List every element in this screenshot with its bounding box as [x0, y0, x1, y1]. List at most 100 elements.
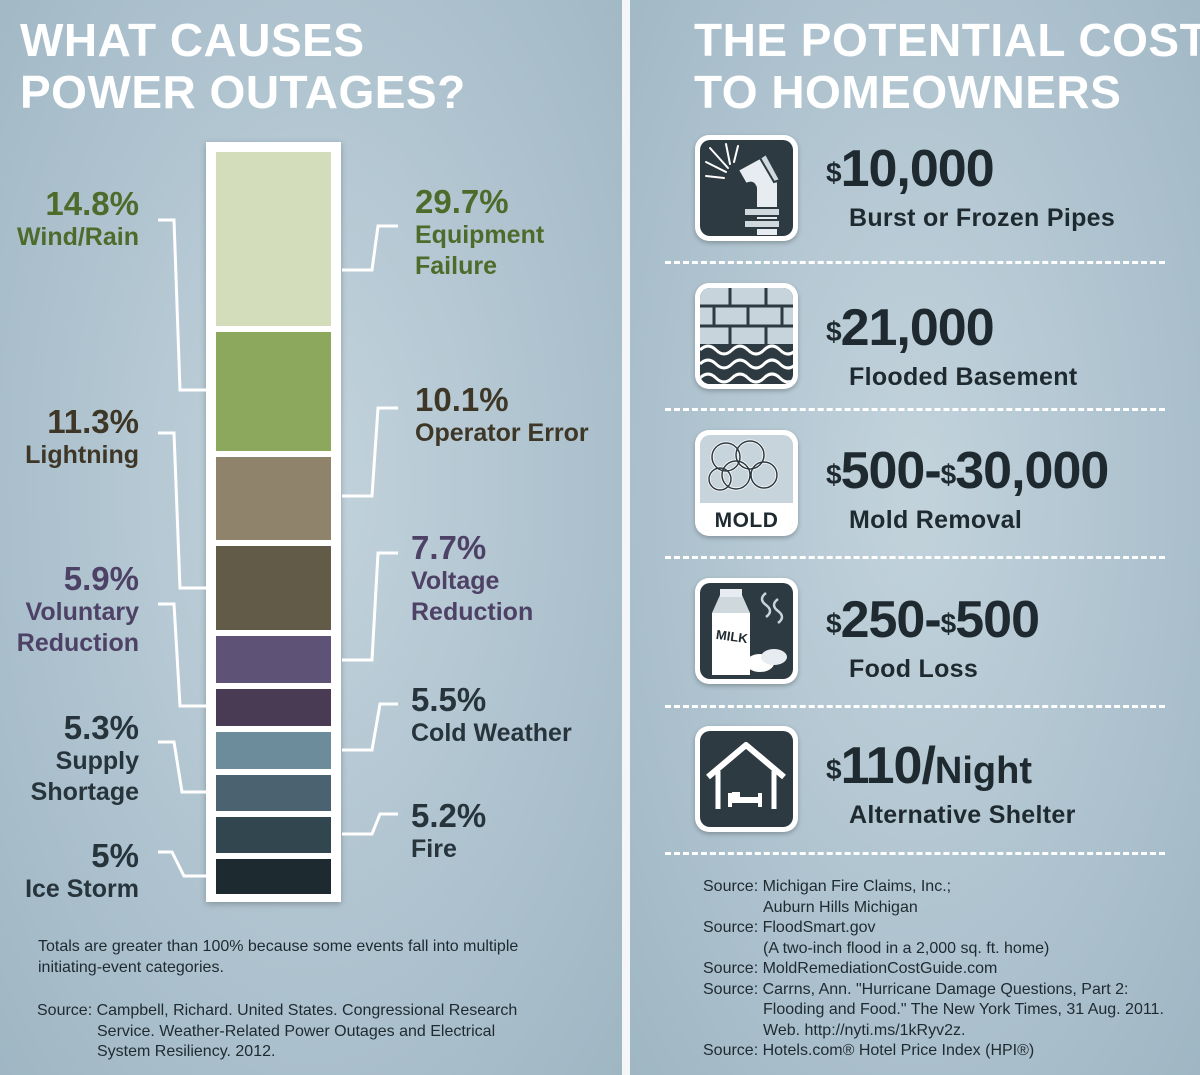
segment-lightning — [216, 546, 331, 630]
cost-separator — [665, 852, 1165, 855]
cause-pct: 5.9% — [63, 560, 139, 597]
cause-name: Operator Error — [415, 419, 589, 447]
cost-desc-basement: Flooded Basement — [849, 363, 1078, 391]
range-separator: - — [924, 591, 941, 649]
cost-desc-pipes: Burst or Frozen Pipes — [849, 204, 1116, 232]
cause-name: Voluntary — [25, 598, 139, 626]
segment-equipment-failure — [216, 152, 331, 326]
source-line: Source: Carrns, Ann. "Hurricane Damage Q… — [703, 980, 1129, 998]
segment-wind-rain — [216, 332, 331, 451]
source-line: Source: Michigan Fire Claims, Inc.; — [703, 878, 952, 895]
cause-name-2: Failure — [415, 252, 497, 280]
cause-pct: 11.3% — [47, 403, 139, 440]
dollar-sign: $ — [826, 754, 842, 785]
source-line: Source: MoldRemediationCostGuide.com — [703, 960, 998, 977]
burst-pipe-icon — [695, 135, 798, 241]
cause-name: Cold Weather — [411, 719, 572, 747]
amount-value: 21,000 — [840, 299, 995, 357]
segment-supply-shortage — [216, 775, 331, 811]
source-line: Source: FloodSmart.gov — [703, 919, 876, 936]
amount-unit: Night — [934, 750, 1032, 792]
cause-name: Lightning — [25, 441, 139, 469]
cost-amount-pipes: $10,000 — [826, 141, 995, 197]
homeowner-cost-title: THE POTENTIAL COST TO HOMEOWNERS — [694, 14, 1200, 118]
range-separator: - — [924, 442, 941, 500]
cause-name: Ice Storm — [25, 875, 139, 903]
amount-low: 500 — [840, 442, 926, 500]
source-line-1: Source: Campbell, Richard. United States… — [37, 1002, 518, 1019]
cause-name: Equipment — [415, 221, 545, 249]
source-line-3: System Resiliency. 2012. — [97, 1043, 276, 1060]
cause-name: Wind/Rain — [17, 223, 139, 251]
cause-pct: 29.7% — [415, 183, 509, 220]
mold-icon-label: MOLD — [714, 509, 779, 531]
source-line-2: Service. Weather-Related Power Outages a… — [97, 1022, 496, 1040]
cause-pct: 10.1% — [415, 381, 509, 418]
source-line: Flooding and Food." The New York Times, … — [763, 1001, 1164, 1018]
cause-label-operator-error: 10.1% Operator Error — [415, 382, 615, 449]
amount-high: 30,000 — [955, 442, 1109, 500]
cause-name-2: Shortage — [30, 778, 139, 806]
shelter-icon — [695, 726, 798, 832]
flooded-basement-icon — [695, 283, 798, 389]
cost-separator — [665, 408, 1165, 411]
causes-stacked-bar — [206, 142, 341, 902]
cause-pct: 5% — [91, 837, 139, 874]
panel-divider — [622, 0, 630, 1075]
cost-separator — [665, 556, 1165, 559]
segment-cold-weather — [216, 732, 331, 769]
cause-name: Voltage — [411, 567, 500, 595]
amount-low: 250 — [840, 591, 926, 649]
mold-icon: MOLD — [695, 430, 798, 536]
cost-desc-shelter: Alternative Shelter — [849, 801, 1076, 829]
cost-amount-basement: $21,000 — [826, 299, 995, 357]
dollar-sign: $ — [826, 316, 842, 347]
cause-label-lightning: 11.3% Lightning — [0, 404, 139, 471]
dollar-sign: $ — [826, 608, 842, 639]
cause-label-wind-rain: 14.8% Wind/Rain — [0, 186, 139, 253]
cause-name-2: Reduction — [411, 598, 534, 626]
source-line: (A two-inch flood in a 2,000 sq. ft. hom… — [763, 939, 1050, 957]
milk-carton-icon: MILK — [695, 578, 798, 684]
cause-name: Fire — [411, 835, 457, 863]
amount-value: 110/ — [840, 737, 936, 795]
cause-name: Supply — [55, 747, 139, 775]
title-line-2: TO HOMEOWNERS — [694, 66, 1122, 118]
title-line-1: WHAT CAUSES — [20, 14, 365, 66]
cause-pct: 5.2% — [411, 797, 487, 834]
segment-ice-storm — [216, 859, 331, 894]
cause-label-supply-shortage: 5.3% Supply Shortage — [0, 710, 139, 808]
amount-high: 500 — [955, 591, 1040, 649]
dollar-sign: $ — [826, 157, 842, 188]
cost-amount-mold: $500-$30,000 — [826, 442, 1109, 500]
cause-label-voluntary-reduction: 5.9% Voluntary Reduction — [0, 561, 139, 659]
cause-label-voltage-reduction: 7.7% Voltage Reduction — [411, 530, 611, 628]
outage-causes-title: WHAT CAUSES POWER OUTAGES? — [20, 14, 466, 118]
dollar-sign-b: $ — [940, 608, 957, 639]
cause-pct: 14.8% — [45, 185, 139, 222]
cause-name-2: Reduction — [16, 629, 139, 657]
cost-desc-mold: Mold Removal — [849, 506, 1023, 534]
segment-fire — [216, 817, 331, 853]
footnote-line-1: Totals are greater than 100% because som… — [38, 938, 519, 955]
footnote-line-2: initiating-event categories. — [38, 959, 224, 976]
cost-amount-food: $250-$500 — [826, 591, 1040, 649]
cause-label-equipment-failure: 29.7% Equipment Failure — [415, 184, 615, 282]
cause-label-cold-weather: 5.5% Cold Weather — [411, 682, 611, 749]
totals-footnote: Totals are greater than 100% because som… — [38, 936, 518, 978]
title-line-1: THE POTENTIAL COST — [694, 14, 1200, 66]
cost-amount-shelter: $110/Night — [826, 738, 1032, 799]
cause-label-fire: 5.2% Fire — [411, 798, 611, 865]
cause-pct: 5.5% — [411, 681, 487, 718]
dollar-sign-b: $ — [940, 459, 957, 490]
cost-source-citations: Source: Michigan Fire Claims, Inc.; Aubu… — [703, 877, 1164, 1062]
dollar-sign: $ — [826, 459, 842, 490]
cost-desc-food: Food Loss — [849, 655, 979, 683]
cause-pct: 5.3% — [63, 709, 139, 746]
segment-voluntary-reduction — [216, 689, 331, 726]
segment-operator-error — [216, 457, 331, 540]
title-line-2: POWER OUTAGES? — [20, 66, 466, 118]
source-line: Auburn Hills Michigan — [763, 898, 918, 916]
source-line: Web. http://nyti.ms/1kRyv2z. — [763, 1021, 966, 1039]
source-line: Source: Hotels.com® Hotel Price Index (H… — [703, 1042, 1035, 1059]
